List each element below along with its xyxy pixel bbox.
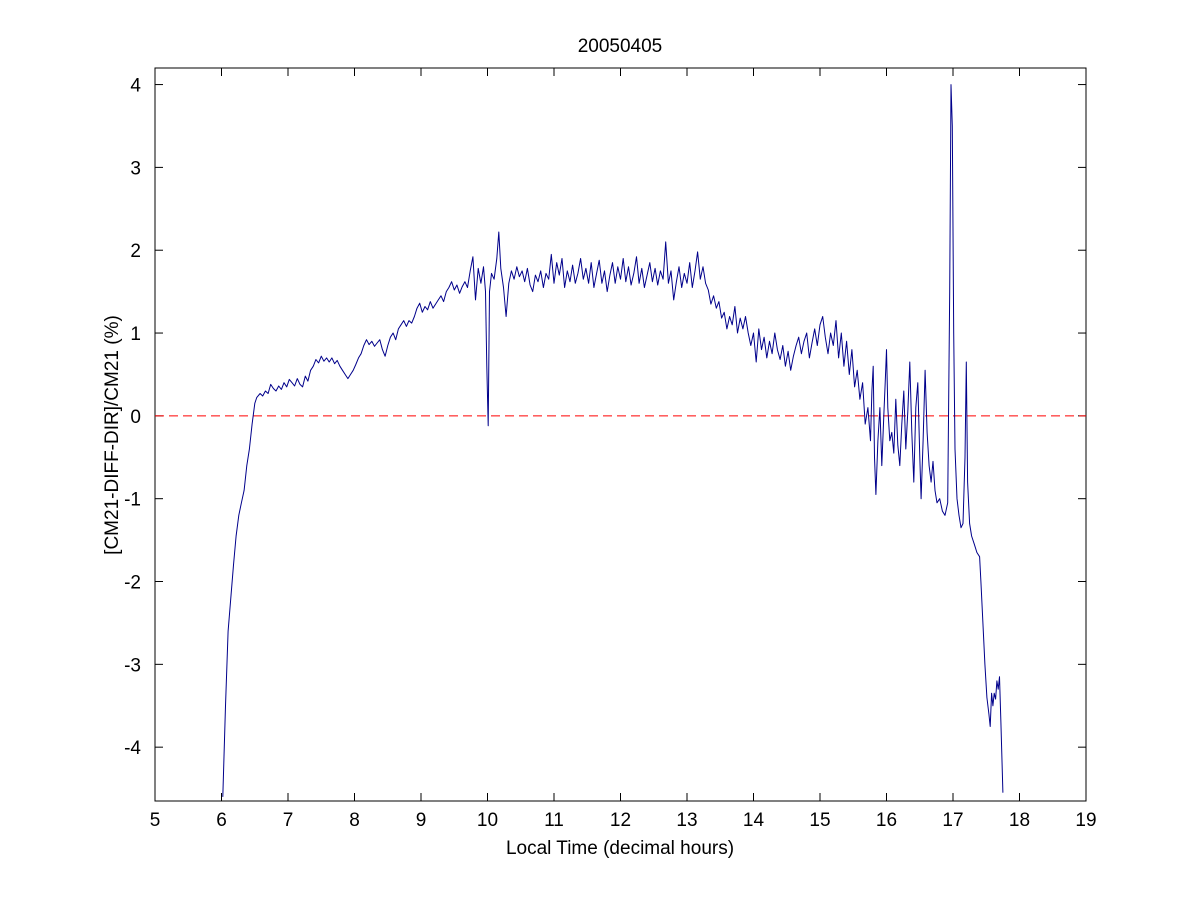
y-tick-label: -3 <box>124 655 141 676</box>
y-tick-label: -2 <box>124 573 141 594</box>
y-tick-label: 3 <box>130 158 141 179</box>
chart-title: 20050405 <box>578 36 663 57</box>
x-axis-ticks: 5 6 7 8 9 10 11 12 13 14 15 16 17 18 19 <box>150 68 1097 831</box>
x-axis-label: Local Time (decimal hours) <box>506 838 734 859</box>
y-tick-label: -4 <box>124 738 141 759</box>
x-tick-label: 11 <box>544 810 564 831</box>
data-series-line <box>222 84 1004 797</box>
x-tick-label: 16 <box>876 810 897 831</box>
y-tick-label: 0 <box>130 407 141 428</box>
y-tick-label: 1 <box>130 324 141 345</box>
x-tick-label: 15 <box>809 810 830 831</box>
y-tick-label: 4 <box>130 76 141 97</box>
x-tick-label: 6 <box>216 810 227 831</box>
y-tick-label: 2 <box>130 241 141 262</box>
x-tick-label: 8 <box>349 810 360 831</box>
x-tick-label: 12 <box>610 810 631 831</box>
y-axis-label: [CM21-DIFF-DIR]/CM21 (%) <box>102 315 123 555</box>
x-tick-label: 19 <box>1075 810 1096 831</box>
y-axis-ticks: -4 -3 -2 -1 0 1 2 3 4 <box>124 76 1086 759</box>
x-tick-label: 13 <box>676 810 697 831</box>
series-layer <box>222 84 1004 797</box>
x-tick-label: 7 <box>283 810 294 831</box>
x-tick-label: 9 <box>416 810 427 831</box>
x-tick-label: 10 <box>477 810 498 831</box>
axes-box <box>154 67 1087 802</box>
y-tick-label: -1 <box>124 490 141 511</box>
x-tick-label: 14 <box>743 810 765 831</box>
x-tick-label: 18 <box>1009 810 1030 831</box>
x-tick-label: 17 <box>942 810 963 831</box>
x-tick-label: 5 <box>150 810 161 831</box>
